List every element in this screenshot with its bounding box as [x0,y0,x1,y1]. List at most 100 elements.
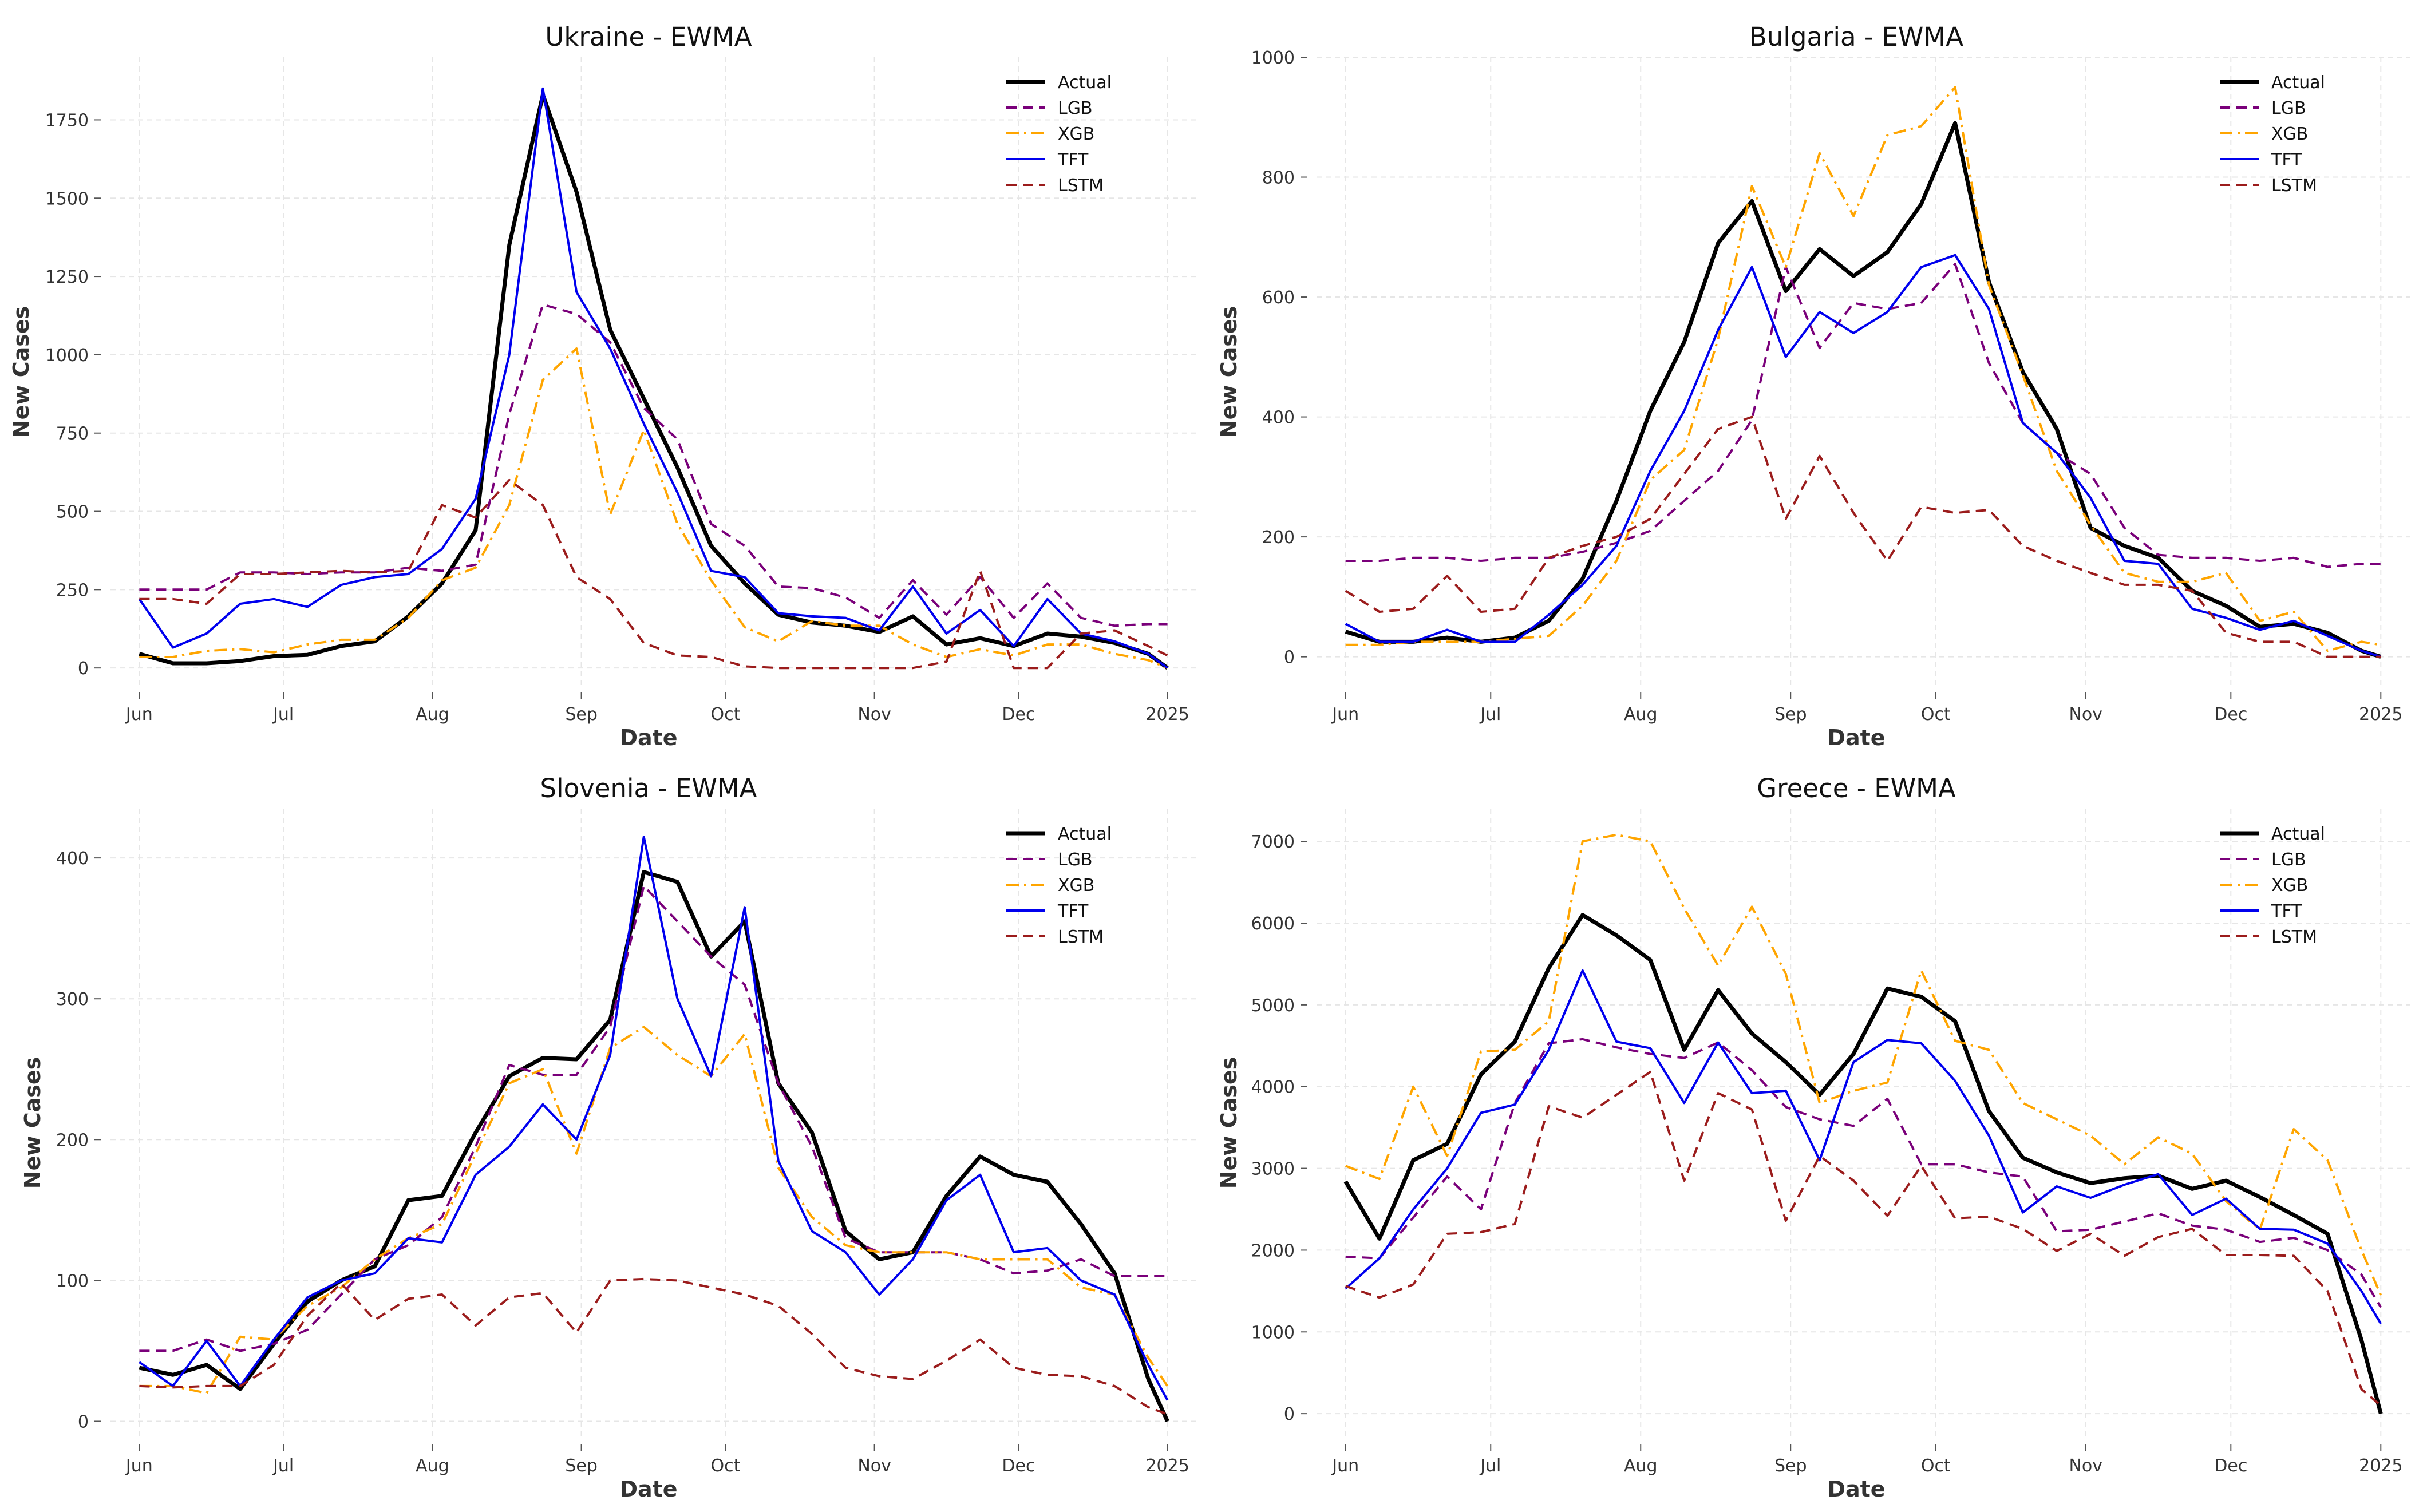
series-line-xgb [1345,833,2382,1296]
legend-label: TFT [2271,901,2302,921]
legend-label: TFT [1057,901,1089,921]
y-axis-label: New Cases [9,306,34,438]
x-tick-label: Aug [416,704,449,725]
y-tick-label: 500 [56,502,89,523]
x-tick-label: Jul [1479,1456,1501,1476]
x-tick-label: 2025 [1145,704,1189,725]
legend-label: LSTM [2271,176,2317,196]
x-tick-label: Aug [416,1456,449,1476]
chart-title: Bulgaria - EWMA [1749,22,1963,52]
y-tick-label: 1500 [45,189,89,209]
legend-label: TFT [1057,150,1089,170]
legend-label: XGB [2271,876,2308,896]
x-tick-label: Jul [272,704,294,725]
y-tick-label: 600 [1262,288,1295,308]
y-tick-label: 6000 [1251,914,1295,934]
x-tick-label: Sep [1774,1456,1807,1476]
x-tick-label: Oct [710,704,740,725]
y-tick-label: 2000 [1251,1241,1295,1261]
series-line-actual [139,93,1169,670]
x-tick-label: Oct [1921,704,1951,725]
legend: Actual LGB XGB TFT LSTM [1006,824,1112,947]
y-tick-label: 1000 [45,346,89,366]
y-tick-label: 4000 [1251,1078,1295,1098]
legend-label: TFT [2271,150,2302,170]
gridlines [110,57,1196,687]
series-line-tft [138,87,1168,669]
y-tick-label: 0 [1284,1404,1295,1424]
y-tick-label: 100 [56,1271,89,1291]
y-tick-label: 3000 [1251,1159,1295,1179]
x-tick-label: Jul [1479,704,1501,725]
y-axis-label: New Cases [1216,306,1242,438]
y-tick-label: 1250 [45,267,89,287]
y-axis-label: New Cases [1216,1057,1242,1189]
y-tick-label: 200 [1262,528,1295,548]
legend-label: Actual [1058,73,1112,93]
x-tick-label: Nov [857,1456,891,1476]
x-tick-label: Jun [1331,1456,1359,1476]
x-tick-label: Sep [565,704,598,725]
x-tick-label: Dec [1002,704,1035,725]
legend-label: XGB [1058,876,1094,896]
series-line-lstm [139,478,1168,670]
series-line-lgb [139,303,1168,627]
x-tick-label: Nov [857,704,891,725]
legend-label: Actual [2271,73,2325,93]
legend-label: XGB [2271,124,2308,144]
chart-title: Greece - EWMA [1757,773,1956,804]
legend-label: XGB [1058,124,1094,144]
x-tick-label: Oct [710,1456,740,1476]
x-tick-label: Sep [1774,704,1807,725]
x-tick-label: Sep [565,1456,598,1476]
chart-title: Slovenia - EWMA [540,773,757,804]
panel-slovenia: Slovenia - EWMA Date New Cases 0 100 200 30… [20,773,1196,1502]
legend-label: Actual [2271,824,2325,844]
x-tick-label: Dec [2214,1456,2247,1476]
x-tick-label: Jun [1331,704,1359,725]
legend-label: LGB [1058,98,1093,118]
x-tick-label: 2025 [1145,1456,1189,1476]
series-line-tft [1345,254,2381,658]
y-tick-label: 250 [56,580,89,600]
legend: Actual LGB XGB TFT LSTM [2220,824,2325,947]
x-tick-label: Oct [1921,1456,1951,1476]
legend-label: LGB [1058,850,1093,870]
y-tick-label: 1000 [1251,48,1295,68]
legend-label: LGB [2271,98,2306,118]
x-tick-label: Nov [2069,1456,2102,1476]
y-tick-label: 1000 [1251,1323,1295,1343]
series-line-lgb [1345,263,2381,568]
chart-title: Ukraine - EWMA [545,22,752,52]
series-line-lstm [139,1277,1168,1416]
legend-label: LSTM [1058,176,1104,196]
y-tick-label: 300 [56,989,89,1010]
y-tick-label: 400 [1262,408,1295,428]
x-tick-label: Dec [1002,1456,1035,1476]
x-axis-label: Date [619,1477,677,1502]
y-tick-label: 200 [56,1130,89,1150]
y-tick-label: 5000 [1251,996,1295,1016]
x-tick-label: 2025 [2359,1456,2402,1476]
x-tick-label: Aug [1624,704,1658,725]
series-line-tft [1345,969,2382,1325]
y-axis-label: New Cases [20,1057,45,1189]
panel-greece: Greece - EWMA Date New Cases 0 1000 2000 30… [1216,773,2410,1502]
y-tick-label: 0 [78,1412,89,1432]
x-axis-label: Date [1827,725,1885,750]
panel-bulgaria: Bulgaria - EWMA Date New Cases 0 200 400 60… [1216,22,2410,750]
series-line-xgb [1345,86,2381,652]
series-line-lgb [139,885,1168,1352]
series-line-actual [1345,121,2382,659]
series-line-lstm [1345,415,2381,658]
gridlines [1317,57,2410,687]
legend: Actual LGB XGB TFT LSTM [1006,73,1112,196]
x-axis-label: Date [619,725,677,750]
y-tick-label: 800 [1262,168,1295,188]
x-axis-label: Date [1827,1477,1885,1502]
legend: Actual LGB XGB TFT LSTM [2220,73,2325,196]
x-tick-label: Jun [125,1456,153,1476]
y-tick-label: 7000 [1251,832,1295,852]
